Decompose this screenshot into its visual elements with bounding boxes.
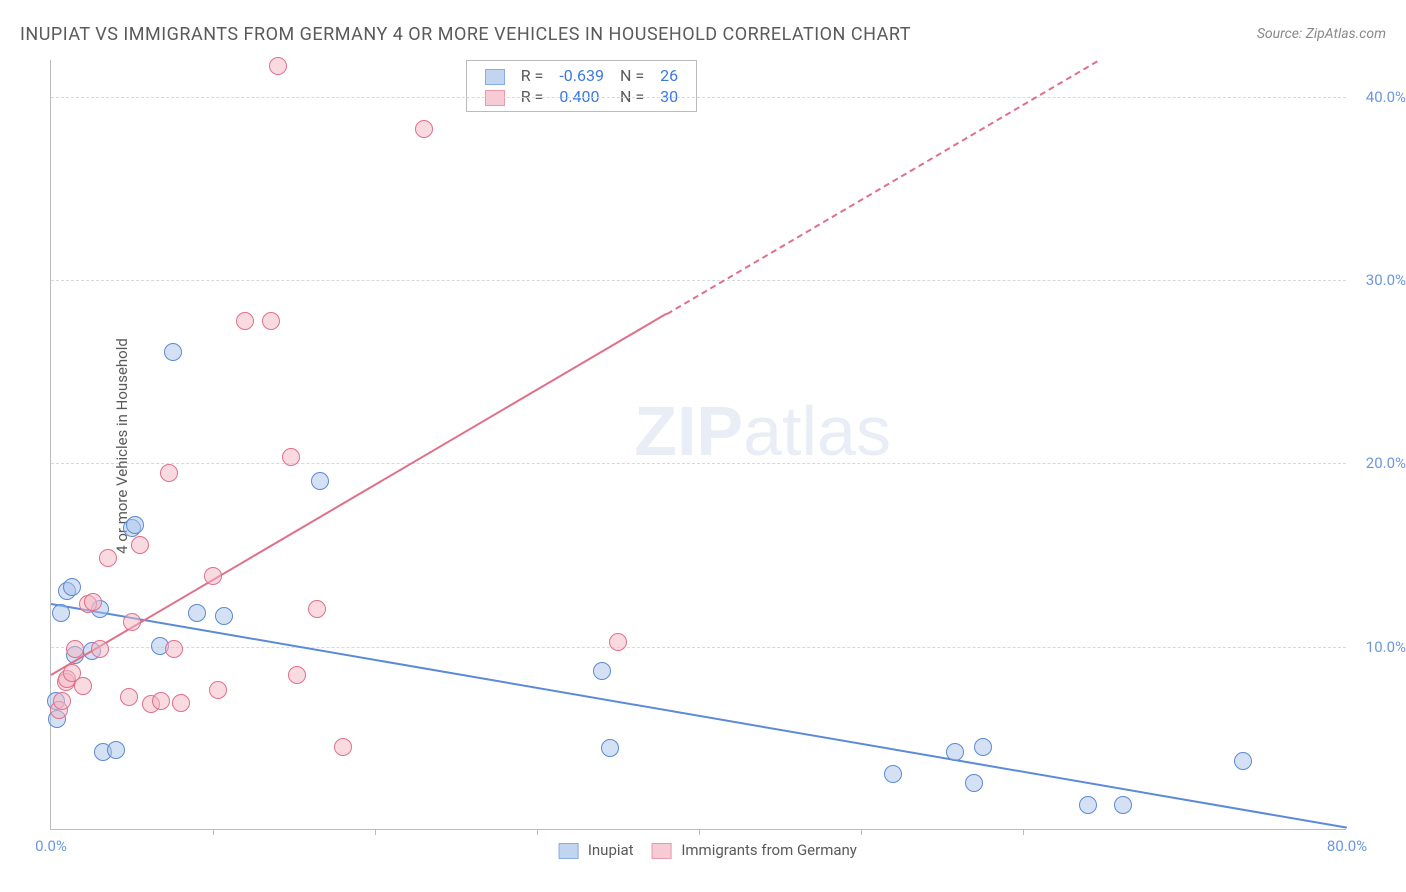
legend-n-label: N =	[612, 65, 652, 86]
data-point	[262, 312, 280, 330]
data-point	[165, 640, 183, 658]
source-prefix: Source:	[1257, 26, 1306, 42]
data-point	[120, 688, 138, 706]
data-point	[209, 681, 227, 699]
data-point	[415, 120, 433, 138]
x-tick-label: 80.0%	[1327, 837, 1367, 855]
data-point	[131, 536, 149, 554]
legend-swatch	[485, 90, 505, 106]
data-point	[204, 567, 222, 585]
data-point	[84, 593, 102, 611]
y-tick-label: 10.0%	[1366, 638, 1406, 656]
y-tick-label: 30.0%	[1366, 271, 1406, 289]
scatter-plot: ZIPatlas R =-0.639N =26R =0.400N =30 Inu…	[50, 60, 1346, 830]
gridline-h	[51, 280, 1346, 281]
x-tick-mark	[375, 829, 376, 835]
legend-swatch	[652, 843, 672, 859]
legend-row: R =-0.639N =26	[477, 65, 686, 86]
x-tick-label: 0.0%	[35, 837, 67, 855]
series-legend: Inupiat Immigrants from Germany	[540, 841, 857, 859]
data-point	[308, 600, 326, 618]
trend-line	[50, 313, 667, 676]
y-tick-label: 40.0%	[1366, 88, 1406, 106]
x-tick-mark	[1023, 829, 1024, 835]
data-point	[74, 677, 92, 695]
chart-title: INUPIAT VS IMMIGRANTS FROM GERMANY 4 OR …	[20, 24, 911, 45]
data-point	[1114, 796, 1132, 814]
trend-line-dashed	[666, 60, 1098, 314]
data-point	[53, 692, 71, 710]
data-point	[107, 741, 125, 759]
data-point	[334, 738, 352, 756]
legend-r-value: -0.639	[551, 65, 612, 86]
gridline-h	[51, 97, 1346, 98]
data-point	[282, 448, 300, 466]
data-point	[288, 666, 306, 684]
data-point	[965, 774, 983, 792]
watermark-zip: ZIP	[634, 392, 743, 470]
data-point	[236, 312, 254, 330]
legend-swatch	[558, 843, 578, 859]
x-tick-mark	[213, 829, 214, 835]
legend-n-value: 26	[652, 65, 686, 86]
legend-table: R =-0.639N =26R =0.400N =30	[477, 65, 686, 107]
data-point	[1234, 752, 1252, 770]
data-point	[63, 578, 81, 596]
data-point	[1079, 796, 1097, 814]
x-tick-mark	[699, 829, 700, 835]
data-point	[99, 549, 117, 567]
x-tick-mark	[861, 829, 862, 835]
data-point	[593, 662, 611, 680]
gridline-h	[51, 647, 1346, 648]
legend-r-label: R =	[513, 65, 552, 86]
data-point	[609, 633, 627, 651]
data-point	[152, 692, 170, 710]
trend-line	[51, 603, 1347, 829]
data-point	[66, 640, 84, 658]
correlation-legend: R =-0.639N =26R =0.400N =30	[466, 60, 697, 112]
data-point	[946, 743, 964, 761]
data-point	[172, 694, 190, 712]
gridline-h	[51, 463, 1346, 464]
data-point	[215, 607, 233, 625]
y-tick-label: 20.0%	[1366, 454, 1406, 472]
legend-series-name: Immigrants from Germany	[678, 841, 857, 859]
data-point	[164, 343, 182, 361]
data-point	[52, 604, 70, 622]
source-attribution: Source: ZipAtlas.com	[1257, 26, 1386, 42]
data-point	[269, 57, 287, 75]
data-point	[188, 604, 206, 622]
data-point	[160, 464, 178, 482]
x-tick-mark	[537, 829, 538, 835]
data-point	[974, 738, 992, 756]
data-point	[884, 765, 902, 783]
watermark-atlas: atlas	[743, 392, 891, 470]
data-point	[123, 613, 141, 631]
data-point	[311, 472, 329, 490]
data-point	[126, 516, 144, 534]
legend-series-name: Inupiat	[584, 841, 634, 859]
watermark: ZIPatlas	[634, 391, 891, 471]
source-name: ZipAtlas.com	[1306, 26, 1386, 42]
data-point	[601, 739, 619, 757]
legend-swatch	[485, 69, 505, 85]
data-point	[91, 640, 109, 658]
